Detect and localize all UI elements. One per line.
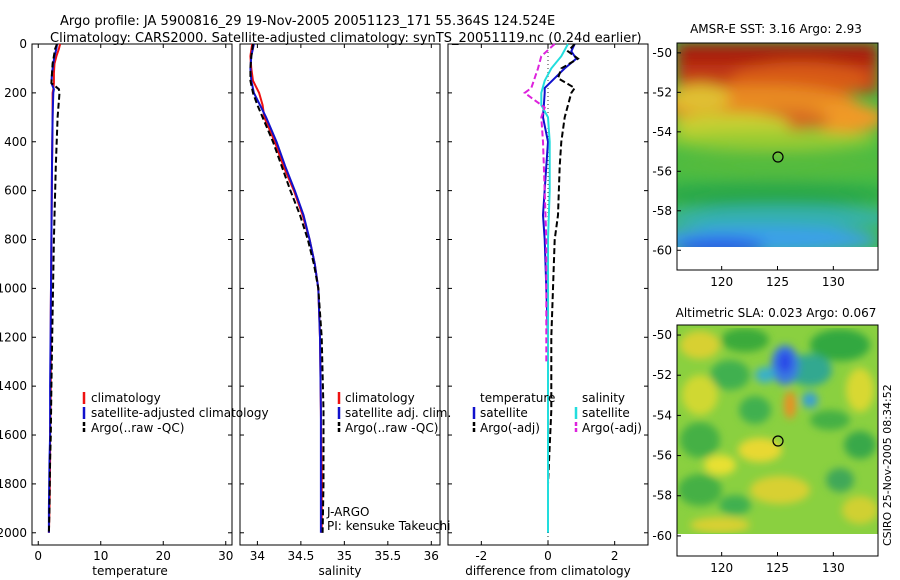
x-tick-label: 36 xyxy=(424,549,439,563)
y-tick-label: 1000 xyxy=(0,281,27,295)
difference-legend: temperature salinity satellite Argo(-adj… xyxy=(472,391,642,435)
series-temperature-argo-adj- xyxy=(547,43,580,533)
sst-map-image xyxy=(677,43,878,247)
x-tick-label: 34.5 xyxy=(288,549,315,563)
legend-label-satellite: satellite-adjusted climatology xyxy=(91,406,269,420)
series-argo-raw-qc- xyxy=(249,43,325,533)
map-y-tick-label: -50 xyxy=(652,46,672,60)
figure-title-line2: Climatology: CARS2000. Satellite-adjuste… xyxy=(50,31,642,46)
x-tick-label: 35 xyxy=(337,549,352,563)
legend-title-salinity: salinity xyxy=(582,391,625,405)
map-y-tick-label: -56 xyxy=(652,449,672,463)
legend-label-argo: Argo(..raw -QC) xyxy=(91,421,184,435)
map-y-tick-label: -58 xyxy=(652,489,672,503)
map-y-tick-label: -52 xyxy=(652,368,672,382)
legend-label-temp-satellite: satellite xyxy=(480,406,528,420)
map-x-tick-label: 125 xyxy=(766,561,789,575)
temperature-panel-frame xyxy=(31,43,233,546)
sla-map-title: Altimetric SLA: 0.023 Argo: 0.067 xyxy=(676,306,877,320)
map-y-tick-label: -60 xyxy=(652,243,672,257)
series-satellite-adj-clim- xyxy=(249,43,322,533)
y-tick-label: 0 xyxy=(19,37,27,51)
y-tick-label: 1400 xyxy=(0,379,27,393)
x-tick-label: -2 xyxy=(475,549,487,563)
map-y-tick-label: -60 xyxy=(652,529,672,543)
legend-label-sal-argo: Argo(-adj) xyxy=(582,421,642,435)
y-tick-label: 1800 xyxy=(0,477,27,491)
x-tick-label: 20 xyxy=(156,549,171,563)
y-tick-label: 600 xyxy=(4,184,27,198)
figure-title-line1: Argo profile: JA 5900816_29 19-Nov-2005 … xyxy=(60,14,555,29)
legend-label-argo: Argo(..raw -QC) xyxy=(345,421,438,435)
sst-map-title: AMSR-E SST: 3.16 Argo: 2.93 xyxy=(690,22,862,36)
y-tick-label: 2000 xyxy=(0,526,27,540)
map-y-tick-label: -52 xyxy=(652,85,672,99)
sst-argo-location-marker xyxy=(772,151,784,163)
salinity-xlabel: salinity xyxy=(318,564,361,578)
float-program: J-ARGO xyxy=(326,505,369,519)
sla-map-image xyxy=(677,325,878,534)
map-x-tick-label: 130 xyxy=(822,275,845,289)
series-salinity-argo-adj- xyxy=(523,43,556,362)
series-satellite-adjusted-climatology xyxy=(47,43,58,533)
x-tick-label: 34 xyxy=(250,549,265,563)
float-pi: PI: kensuke Takeuchi xyxy=(327,519,450,533)
map-y-tick-label: -54 xyxy=(652,125,672,139)
y-tick-label: 1600 xyxy=(0,428,27,442)
map-x-tick-label: 120 xyxy=(710,561,733,575)
y-tick-label: 800 xyxy=(4,233,27,247)
legend-label-climatology: climatology xyxy=(91,391,161,405)
temperature-legend: climatology satellite-adjusted climatolo… xyxy=(82,391,269,435)
x-tick-label: 30 xyxy=(218,549,233,563)
map-y-tick-label: -54 xyxy=(652,408,672,422)
x-tick-label: 0 xyxy=(544,549,552,563)
salinity-panel-frame xyxy=(239,43,441,546)
map-x-tick-label: 130 xyxy=(822,561,845,575)
map-y-tick-label: -50 xyxy=(652,328,672,342)
x-tick-label: 2 xyxy=(611,549,619,563)
legend-label-climatology: climatology xyxy=(345,391,415,405)
map-x-tick-label: 120 xyxy=(710,275,733,289)
difference-xlabel: difference from climatology xyxy=(465,564,631,578)
sla-map-axes: 120 125 130 -50 -52 -54 -56 -58 -60 xyxy=(652,328,844,575)
x-tick-label: 0 xyxy=(34,549,42,563)
legend-title-temperature: temperature xyxy=(480,391,555,405)
temperature-xlabel: temperature xyxy=(92,564,167,578)
y-tick-label: 200 xyxy=(4,86,27,100)
salinity-profile-plot: 34 34.5 35 35.5 36 xyxy=(240,43,440,563)
y-tick-label: 400 xyxy=(4,135,27,149)
sla-argo-location-marker xyxy=(772,435,784,447)
x-tick-label: 35.5 xyxy=(374,549,401,563)
x-tick-label: 10 xyxy=(93,549,108,563)
temperature-profile-plot: 0 10 20 30 0 200 400 600 800 1000 1200 1400 1600 1800… xyxy=(0,37,233,563)
difference-profile-plot: -2 0 2 xyxy=(448,43,648,563)
series-salinity-satellite xyxy=(540,43,569,533)
salinity-legend: climatology satellite adj. clim. Argo(..… xyxy=(326,391,451,533)
legend-label-temp-argo: Argo(-adj) xyxy=(480,421,540,435)
map-y-tick-label: -56 xyxy=(652,164,672,178)
map-x-tick-label: 125 xyxy=(766,275,789,289)
sst-map-axes: 120 125 130 -50 -52 -54 -56 -58 -60 xyxy=(652,46,844,289)
series-climatology xyxy=(249,43,323,533)
legend-label-satellite: satellite adj. clim. xyxy=(345,406,451,420)
map-y-tick-label: -58 xyxy=(652,204,672,218)
legend-label-sal-satellite: satellite xyxy=(582,406,630,420)
y-tick-label: 1200 xyxy=(0,330,27,344)
series-argo-raw-qc- xyxy=(47,43,61,533)
credit-timestamp: CSIRO 25-Nov-2005 08:34:52 xyxy=(881,384,894,546)
